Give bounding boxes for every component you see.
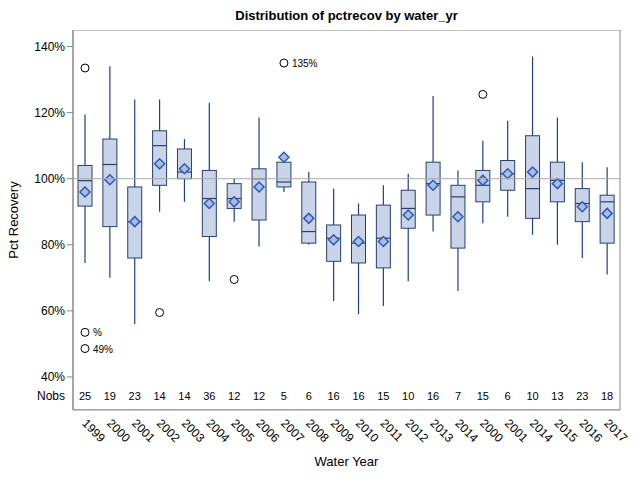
svg-text:40%: 40% bbox=[41, 370, 65, 384]
svg-text:36: 36 bbox=[203, 390, 215, 402]
svg-text:2006: 2006 bbox=[253, 416, 282, 445]
svg-text:2002: 2002 bbox=[154, 416, 183, 445]
svg-text:2004: 2004 bbox=[204, 416, 233, 445]
svg-text:13: 13 bbox=[551, 390, 563, 402]
svg-text:12: 12 bbox=[253, 390, 265, 402]
svg-text:23: 23 bbox=[129, 390, 141, 402]
svg-text:2000: 2000 bbox=[104, 416, 133, 445]
svg-text:135%: 135% bbox=[292, 58, 318, 69]
svg-text:100%: 100% bbox=[34, 172, 65, 186]
svg-text:7: 7 bbox=[455, 390, 461, 402]
svg-text:2003: 2003 bbox=[179, 416, 208, 445]
svg-text:18: 18 bbox=[601, 390, 613, 402]
svg-text:Distribution of pctrecov by wa: Distribution of pctrecov by water_yr bbox=[235, 8, 458, 23]
svg-text:60%: 60% bbox=[41, 304, 65, 318]
svg-text:2017: 2017 bbox=[601, 416, 630, 445]
svg-text:10: 10 bbox=[402, 390, 414, 402]
svg-text:16: 16 bbox=[427, 390, 439, 402]
svg-text:12: 12 bbox=[228, 390, 240, 402]
svg-text:6: 6 bbox=[306, 390, 312, 402]
svg-text:2015: 2015 bbox=[552, 416, 581, 445]
svg-text:6: 6 bbox=[505, 390, 511, 402]
svg-text:%: % bbox=[93, 327, 102, 338]
svg-text:2005: 2005 bbox=[228, 416, 257, 445]
svg-text:2014: 2014 bbox=[527, 416, 556, 445]
svg-text:140%: 140% bbox=[34, 40, 65, 54]
svg-text:23: 23 bbox=[576, 390, 588, 402]
svg-text:2014: 2014 bbox=[452, 416, 481, 445]
svg-text:80%: 80% bbox=[41, 238, 65, 252]
svg-text:2013: 2013 bbox=[427, 416, 456, 445]
svg-text:2000: 2000 bbox=[477, 416, 506, 445]
svg-text:Nobs: Nobs bbox=[37, 389, 65, 403]
svg-text:2007: 2007 bbox=[278, 416, 307, 445]
svg-text:15: 15 bbox=[477, 390, 489, 402]
svg-text:1999: 1999 bbox=[79, 416, 108, 445]
svg-text:Water Year: Water Year bbox=[315, 454, 380, 469]
svg-text:16: 16 bbox=[352, 390, 364, 402]
svg-text:16: 16 bbox=[328, 390, 340, 402]
svg-text:49%: 49% bbox=[93, 344, 113, 355]
svg-text:25: 25 bbox=[79, 390, 91, 402]
svg-text:2012: 2012 bbox=[403, 416, 432, 445]
svg-text:14: 14 bbox=[178, 390, 190, 402]
svg-text:19: 19 bbox=[104, 390, 116, 402]
svg-text:2011: 2011 bbox=[378, 416, 406, 444]
svg-text:2009: 2009 bbox=[328, 416, 357, 445]
svg-text:2008: 2008 bbox=[303, 416, 332, 445]
svg-text:120%: 120% bbox=[34, 106, 65, 120]
svg-text:10: 10 bbox=[526, 390, 538, 402]
svg-text:15: 15 bbox=[377, 390, 389, 402]
svg-text:Pct Recovery: Pct Recovery bbox=[8, 181, 21, 259]
svg-text:2001: 2001 bbox=[129, 416, 158, 445]
svg-text:5: 5 bbox=[281, 390, 287, 402]
svg-text:14: 14 bbox=[153, 390, 165, 402]
svg-text:2001: 2001 bbox=[502, 416, 531, 445]
svg-text:2010: 2010 bbox=[353, 416, 382, 445]
svg-text:2016: 2016 bbox=[577, 416, 606, 445]
